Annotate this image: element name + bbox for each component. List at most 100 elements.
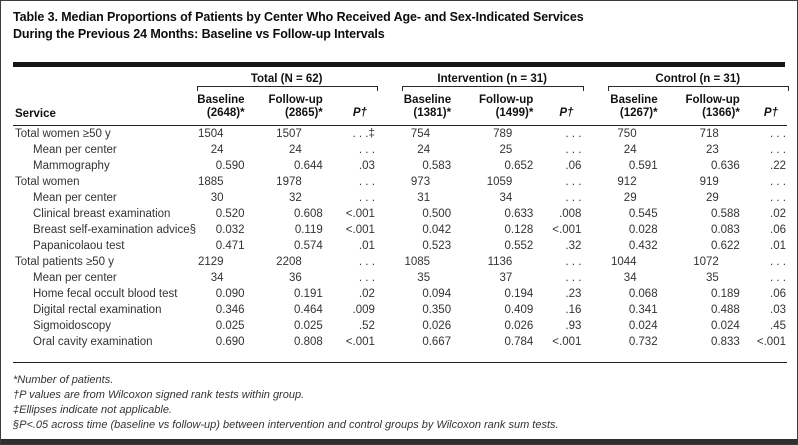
value-cell: 24 [417, 144, 431, 156]
value-cell: 0.732 [628, 336, 658, 348]
column-gap [376, 190, 390, 206]
value-cell: 1136 [487, 256, 513, 268]
column-header-line2: (2648)* [206, 107, 245, 119]
value-cell: 0.590 [215, 160, 245, 172]
service-label: Breast self-examination advice§ [33, 224, 196, 236]
column-gap [582, 270, 596, 286]
column-header-line2: (1267)* [619, 107, 658, 119]
value-cell: 0.488 [711, 304, 740, 316]
value-cell: 0.191 [293, 288, 323, 300]
value-cell: 0.128 [504, 224, 534, 236]
p-value-cell: <.001 [345, 224, 375, 236]
p-value-cell: . . . [565, 192, 582, 204]
column-gap [582, 238, 596, 254]
value-cell: 0.808 [293, 336, 323, 348]
value-cell: 29 [706, 192, 719, 204]
p-value-cell: .22 [770, 160, 786, 172]
p-value-cell: . . . [565, 144, 582, 156]
column-gap [376, 334, 390, 363]
column-header-follow-up: Follow-up (2865)* [245, 94, 324, 126]
p-value-cell: .01 [358, 240, 375, 252]
column-header-line1: Baseline [197, 94, 245, 106]
p-value-cell: .009 [352, 304, 375, 316]
value-cell: 0.833 [711, 336, 740, 348]
value-cell: 0.784 [504, 336, 534, 348]
column-gap [582, 334, 596, 363]
value-cell: 919 [699, 176, 719, 188]
value-cell: 0.690 [215, 336, 245, 348]
value-cell: 31 [417, 192, 431, 204]
table-title-line2: During the Previous 24 Months: Baseline … [13, 27, 385, 41]
value-cell: 789 [493, 128, 513, 140]
column-header-follow-up: Follow-up (1366)* [658, 94, 741, 126]
value-cell: 0.545 [628, 208, 658, 220]
p-value-cell: . . . [358, 272, 375, 284]
value-cell: 0.652 [504, 160, 534, 172]
bracket-shape [197, 86, 378, 91]
value-cell: 0.083 [711, 224, 740, 236]
value-cell: 0.068 [628, 288, 658, 300]
top-rule [13, 62, 785, 67]
subheader-row: Baseline (2648)* Follow-up (2865)* P† Baselin… [13, 94, 787, 126]
value-cell: 23 [706, 144, 719, 156]
value-cell: 0.119 [294, 224, 323, 236]
value-cell: 0.189 [711, 288, 740, 300]
column-gap [376, 222, 390, 238]
p-value-cell: .06 [770, 224, 786, 236]
service-label: Digital rectal examination [33, 304, 162, 316]
group-header-control: Control (n = 31) [655, 73, 741, 85]
value-cell: 0.636 [711, 160, 740, 172]
table-row: Oral cavity examination 0.690 0.808 <.001 0.… [13, 334, 787, 363]
p-value-cell: .45 [770, 320, 786, 332]
value-cell: 34 [210, 272, 224, 284]
column-header-line2: (1499)* [495, 107, 534, 119]
p-value-cell: .008 [559, 208, 582, 220]
p-value-cell: .52 [358, 320, 375, 332]
column-header-line1: Follow-up [685, 94, 740, 106]
group-header-intervention: Intervention (n = 31) [437, 73, 547, 85]
column-gap [376, 254, 390, 270]
column-header-p: P† [740, 94, 787, 126]
table-title-line1: Table 3. Median Proportions of Patients … [13, 10, 584, 24]
p-value-cell: . . . [770, 272, 786, 284]
p-value-cell: . . . [565, 272, 582, 284]
column-gap [376, 318, 390, 334]
value-cell: 0.194 [504, 288, 534, 300]
value-cell: 750 [617, 128, 637, 140]
column-gap [375, 67, 390, 126]
p-value-cell: . . .‡ [352, 128, 375, 140]
table-row: Total patients ≥50 y 2129 2208 . . . 1085 113… [13, 254, 787, 270]
value-cell: 0.591 [628, 160, 658, 172]
table-row: Home fecal occult blood test 0.090 0.191 .0… [13, 286, 787, 302]
group-header-row: Service Total (N = 62) Intervention (n =… [13, 67, 787, 126]
service-label: Oral cavity examination [33, 336, 153, 348]
column-header-line2: (1381)* [413, 107, 452, 119]
p-value-cell: . . . [358, 176, 375, 188]
value-cell: 973 [410, 176, 431, 188]
column-gap [582, 302, 596, 318]
column-header-line1: Baseline [610, 94, 658, 106]
value-cell: 36 [288, 272, 302, 284]
value-cell: 0.025 [215, 320, 245, 332]
table-row: Sigmoidoscopy 0.025 0.025 .52 0.026 0.026 .93 0… [13, 318, 787, 334]
p-value-cell: .03 [770, 304, 786, 316]
data-table: Service Total (N = 62) Intervention (n =… [13, 67, 789, 363]
table-row: Mean per center 24 24 . . . 24 25 . . . 24 23 . .… [13, 142, 787, 158]
column-header-line2: (2865)* [285, 107, 323, 119]
service-label: Mammography [33, 160, 110, 172]
column-gap [582, 67, 597, 126]
p-value-cell: .16 [565, 304, 582, 316]
column-gap [582, 158, 596, 174]
column-gap [582, 222, 596, 238]
value-cell: 32 [288, 192, 302, 204]
service-label: Home fecal occult blood test [33, 288, 178, 300]
column-gap [376, 142, 390, 158]
column-header-p: P† [534, 94, 583, 126]
column-header-line1: Follow-up [268, 94, 323, 106]
value-cell: 35 [706, 272, 719, 284]
value-cell: 1504 [197, 128, 224, 140]
column-gap [582, 254, 596, 270]
footnotes: *Number of patients. †P values are from … [13, 373, 785, 433]
table-row: Papanicolaou test 0.471 0.574 .01 0.523 0.552… [13, 238, 787, 254]
